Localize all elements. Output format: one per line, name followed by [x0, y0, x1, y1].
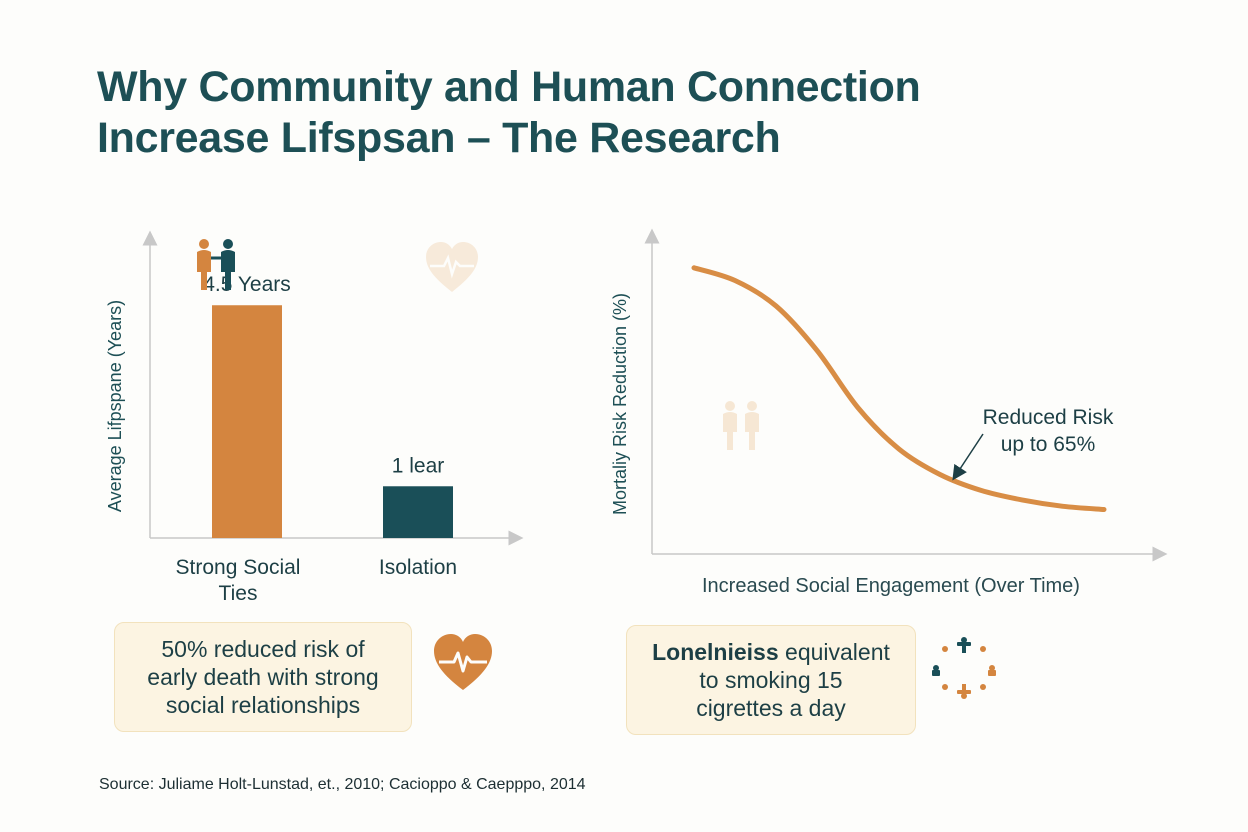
community-circle-icon — [932, 637, 996, 699]
callout-rest: equivalent — [778, 639, 890, 665]
bar-chart-y-label: Average Lifpspane (Years) — [105, 300, 125, 512]
callout-line: Lonelnieiss equivalent — [652, 638, 890, 666]
category-label-isolation: Isolation — [328, 555, 508, 581]
category-label-line: Strong Social — [175, 556, 301, 579]
callout-line: early death with strong — [147, 664, 379, 690]
line-chart-y-label: Mortaliy Risk Reduction (%) — [610, 293, 630, 515]
reduced-risk-annotation: Reduced Risk up to 65% — [968, 404, 1128, 458]
title-line-2: Increase Lifspsan – The Research — [97, 114, 781, 162]
category-label-strong-social-ties: Strong Social Ties — [148, 555, 328, 607]
people-icon — [197, 239, 235, 290]
bar-data-label: 4.5 Years — [203, 273, 291, 296]
callout-reduced-risk: 50% reduced risk of early death with str… — [114, 622, 412, 732]
callout-loneliness: Lonelnieiss equivalent to smoking 15 cig… — [626, 625, 916, 735]
annotation-line: Reduced Risk — [982, 406, 1114, 429]
callout-line: 50% reduced risk of — [161, 636, 365, 662]
category-label-line: Ties — [218, 582, 258, 605]
callout-line: cigrettes a day — [696, 695, 846, 721]
category-label-line: Isolation — [378, 556, 458, 579]
page-title: Why Community and Human Connection Incre… — [97, 62, 921, 164]
line-chart-x-label: Increased Social Engagement (Over Time) — [702, 575, 1080, 597]
heart-pulse-icon-faint — [426, 242, 478, 292]
bar-chart-bars: 4.5 Years 1 lear — [203, 273, 453, 538]
title-line-1: Why Community and Human Connection — [97, 63, 921, 111]
heart-pulse-icon — [434, 634, 492, 690]
annotation-arrow — [952, 433, 984, 481]
bar-data-label: 1 lear — [392, 454, 445, 477]
bar-isolation — [383, 486, 453, 538]
callout-line: social relationships — [165, 692, 361, 718]
callout-bold-word: Lonelnieiss — [652, 639, 779, 665]
bar-strong-social-ties — [212, 305, 282, 538]
annotation-line: up to 65% — [1000, 433, 1096, 456]
source-citation: Source: Juliame Holt-Lunstad, et., 2010;… — [99, 776, 586, 793]
risk-curve-line — [691, 265, 1107, 512]
callout-line: to smoking 15 — [699, 667, 843, 693]
people-icon-faint — [723, 401, 759, 450]
